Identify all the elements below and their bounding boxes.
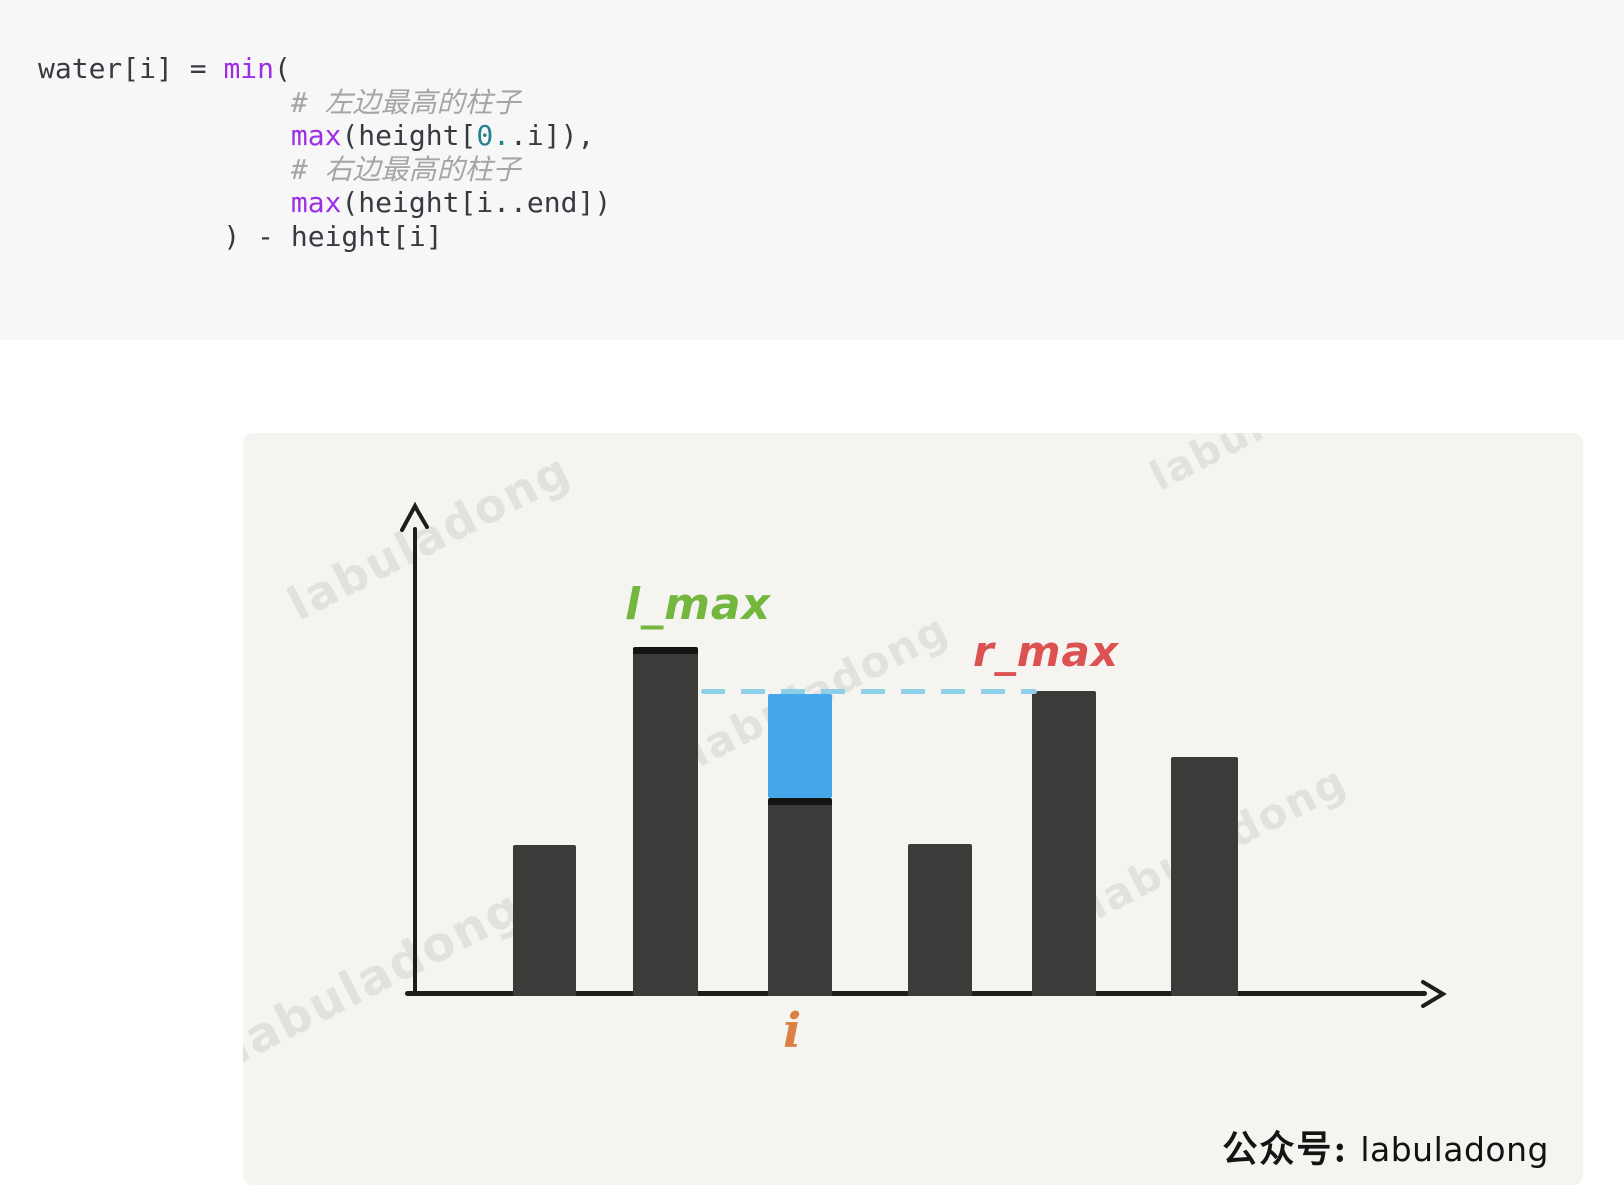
code-token-plain: (	[274, 52, 291, 85]
code-token-plain: water[i] =	[38, 52, 224, 85]
code-line: max(height[0..i]),	[38, 119, 1624, 153]
y-axis-line	[413, 527, 417, 996]
code-lines: water[i] = min( # 左边最高的柱子 max(height[0..…	[38, 52, 1624, 253]
code-line: ) - height[i]	[38, 220, 1624, 254]
label-l-max: l_max	[625, 579, 772, 630]
code-token-keyword: max	[290, 186, 342, 219]
label-r-max: r_max	[973, 627, 1119, 676]
bar-1	[513, 845, 576, 996]
code-block: water[i] = min( # 左边最高的柱子 max(height[0..…	[0, 0, 1624, 340]
bar-2	[633, 647, 698, 996]
signature-name: labuladong	[1360, 1130, 1549, 1169]
x-axis-arrow-icon	[1421, 980, 1447, 1008]
watermark-1: labuladong	[279, 442, 580, 632]
code-token-plain: (height[i..end])	[341, 186, 612, 219]
bar-4	[908, 844, 972, 996]
y-axis-arrow-icon	[400, 501, 429, 532]
code-line: # 左边最高的柱子	[38, 86, 1624, 120]
code-line: water[i] = min(	[38, 52, 1624, 86]
dashed-water-level-line	[701, 689, 1037, 694]
label-i: i	[783, 1003, 803, 1059]
code-token-keyword: max	[290, 119, 342, 152]
code-token-plain	[38, 86, 291, 119]
watermark-5: labuladong	[243, 878, 532, 1075]
code-token-plain	[38, 153, 291, 186]
bar-6	[1171, 757, 1238, 996]
code-token-plain	[38, 186, 291, 219]
bar-5	[1032, 691, 1096, 996]
code-line: max(height[i..end])	[38, 186, 1624, 220]
code-token-plain: .i]),	[510, 119, 595, 152]
signature: 公众号: labuladong	[1222, 1121, 1549, 1172]
code-token-number: 0.	[476, 119, 511, 152]
bar-3	[768, 798, 832, 996]
code-token-plain	[38, 119, 291, 152]
figure-card: labuladong labuladong labuladong labuladong…	[243, 433, 1583, 1185]
watermark-2: labuladong	[1143, 433, 1406, 500]
code-token-plain: (height[	[341, 119, 477, 152]
code-token-comment: # 右边最高的柱子	[290, 152, 521, 186]
code-token-comment: # 左边最高的柱子	[290, 85, 521, 119]
code-token-plain: ) - height[i]	[38, 219, 443, 253]
code-line: # 右边最高的柱子	[38, 153, 1624, 187]
water-block	[768, 694, 832, 798]
code-token-keyword: min	[223, 52, 275, 85]
signature-prefix: 公众号:	[1222, 1128, 1349, 1172]
